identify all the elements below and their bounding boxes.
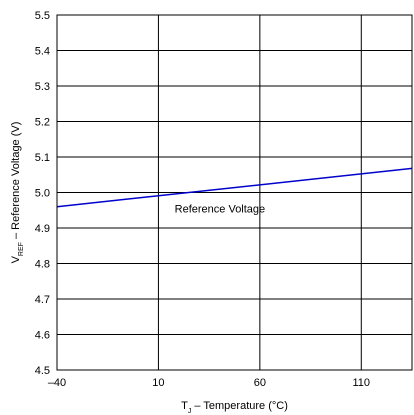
x-tick-label: 60: [254, 377, 266, 389]
annotations: Reference Voltage: [175, 203, 266, 215]
y-tick-label: 4.6: [35, 330, 50, 342]
y-tick-label: 5.3: [35, 81, 50, 93]
y-tick-label: 4.8: [35, 259, 50, 271]
y-tick-label: 5.0: [35, 188, 50, 200]
y-tick-label: 5.4: [35, 46, 50, 58]
x-axis-title: TJ – Temperature (°C): [181, 400, 288, 415]
y-tick-label: 4.7: [35, 294, 50, 306]
x-tick-label: –40: [48, 377, 66, 389]
annotation-label: Reference Voltage: [175, 203, 266, 215]
plot-frame: [56, 14, 413, 371]
y-tick-label: 5.5: [35, 10, 50, 22]
tick-labels: –40 10 60 110 5.5 5.4 5.3 5.2 5.1 5.0 4.9 4.8 4.7 4.6…: [35, 10, 370, 389]
x-tick-label: 10: [152, 377, 164, 389]
grid: [57, 15, 412, 370]
y-tick-label: 5.1: [35, 152, 50, 164]
series-layer: [56, 167, 413, 208]
y-tick-label: 4.5: [35, 365, 50, 377]
x-tick-label: 110: [353, 377, 371, 389]
series-line: [56, 167, 413, 208]
y-axis-title: VREF – Reference Voltage (V): [10, 122, 25, 264]
y-tick-label: 5.2: [35, 117, 50, 129]
y-tick-label: 4.9: [35, 223, 50, 235]
